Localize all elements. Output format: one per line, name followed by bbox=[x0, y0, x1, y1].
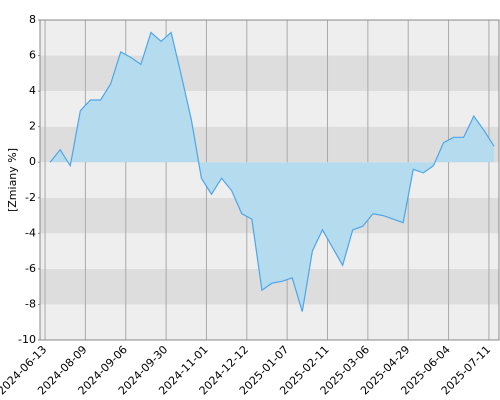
grid-band bbox=[40, 20, 499, 56]
y-tick-label: -4 bbox=[25, 226, 36, 239]
y-tick-label: 4 bbox=[29, 84, 36, 97]
y-tick-label: 2 bbox=[29, 120, 36, 133]
y-tick-label: -2 bbox=[25, 191, 36, 204]
area bbox=[50, 32, 494, 312]
y-axis-label: [Zmiany %] bbox=[6, 148, 19, 212]
y-tick-label: 6 bbox=[29, 49, 36, 62]
y-tick-label: -8 bbox=[25, 297, 36, 310]
y-tick-label: 0 bbox=[29, 155, 36, 168]
y-tick-label: -10 bbox=[18, 333, 36, 346]
y-tick-label: -6 bbox=[25, 262, 36, 275]
y-tick-label: 8 bbox=[29, 13, 36, 26]
plot-border bbox=[39, 19, 500, 341]
line bbox=[49, 31, 495, 312]
grid-band bbox=[40, 304, 499, 340]
